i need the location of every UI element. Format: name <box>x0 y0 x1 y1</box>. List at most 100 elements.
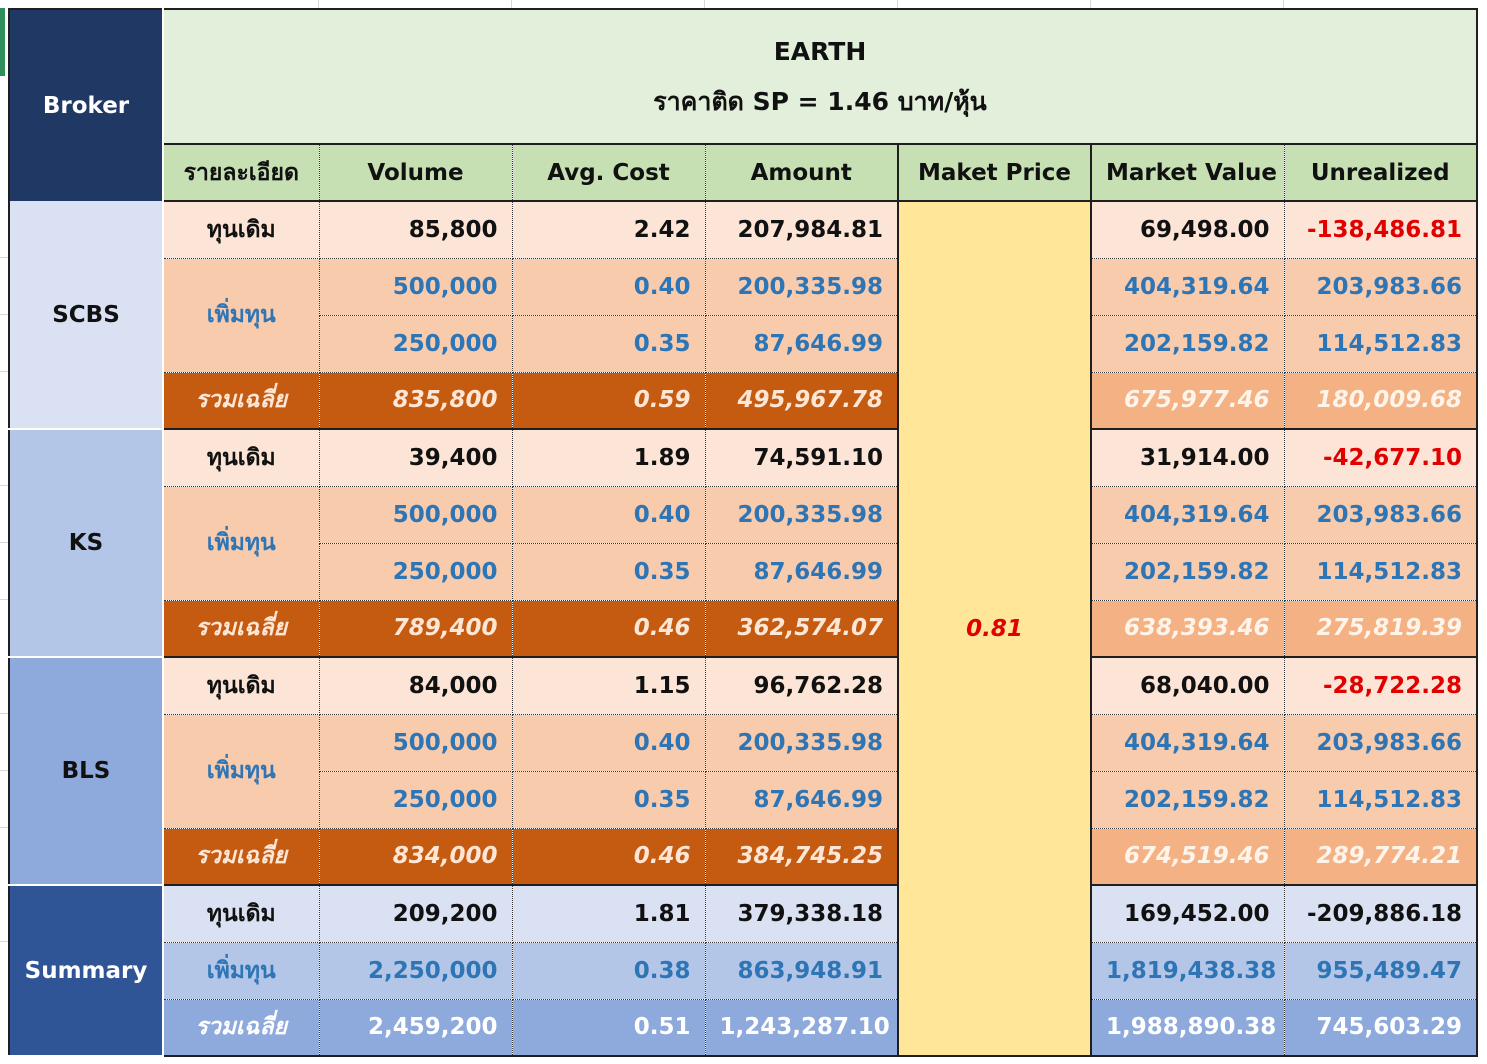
cell-amount[interactable]: 384,745.25 <box>705 828 899 886</box>
broker-header-cell[interactable]: Broker <box>9 9 164 201</box>
cell-volume[interactable]: 500,000 <box>319 486 513 544</box>
cell-avg-cost[interactable]: 0.59 <box>512 372 706 430</box>
cell-volume[interactable]: 834,000 <box>319 828 513 886</box>
cell-unrealized[interactable]: 289,774.21 <box>1284 828 1478 886</box>
cell-market-value[interactable]: 1,819,438.38 <box>1091 942 1285 1000</box>
cell-unrealized[interactable]: 955,489.47 <box>1284 942 1478 1000</box>
cell-volume[interactable]: 250,000 <box>319 771 513 829</box>
row-label-average[interactable]: รวมเฉลี่ย <box>163 372 320 430</box>
broker-name-scbs[interactable]: SCBS <box>9 201 164 430</box>
cell-volume[interactable]: 250,000 <box>319 315 513 373</box>
cell-unrealized[interactable]: -28,722.28 <box>1284 657 1478 715</box>
cell-amount[interactable]: 207,984.81 <box>705 201 899 259</box>
cell-market-value[interactable]: 404,319.64 <box>1091 258 1285 316</box>
cell-market-value[interactable]: 31,914.00 <box>1091 429 1285 487</box>
cell-volume[interactable]: 2,459,200 <box>319 999 513 1056</box>
cell-market-value[interactable]: 69,498.00 <box>1091 201 1285 259</box>
cell-avg-cost[interactable]: 0.46 <box>512 600 706 658</box>
cell-market-value[interactable]: 68,040.00 <box>1091 657 1285 715</box>
cell-volume[interactable]: 500,000 <box>319 258 513 316</box>
cell-volume[interactable]: 835,800 <box>319 372 513 430</box>
title-cell[interactable]: EARTH ราคาติด SP = 1.46 บาท/หุ้น <box>163 9 1477 145</box>
cell-market-value[interactable]: 404,319.64 <box>1091 714 1285 772</box>
cell-unrealized[interactable]: 180,009.68 <box>1284 372 1478 430</box>
cell-unrealized[interactable]: 275,819.39 <box>1284 600 1478 658</box>
row-label-base[interactable]: ทุนเดิม <box>163 201 320 259</box>
col-header-avg-cost[interactable]: Avg. Cost <box>512 144 706 202</box>
cell-avg-cost[interactable]: 0.38 <box>512 942 706 1000</box>
col-header-unrealized[interactable]: Unrealized <box>1284 144 1478 202</box>
cell-market-value[interactable]: 202,159.82 <box>1091 543 1285 601</box>
col-header-market-price[interactable]: Maket Price <box>897 144 1092 202</box>
col-header-detail[interactable]: รายละเอียด <box>163 144 320 202</box>
cell-amount[interactable]: 200,335.98 <box>705 486 899 544</box>
cell-market-value[interactable]: 404,319.64 <box>1091 486 1285 544</box>
row-label-add[interactable]: เพิ่มทุน <box>163 486 320 601</box>
cell-amount[interactable]: 96,762.28 <box>705 657 899 715</box>
cell-market-value[interactable]: 675,977.46 <box>1091 372 1285 430</box>
cell-volume[interactable]: 500,000 <box>319 714 513 772</box>
cell-volume[interactable]: 39,400 <box>319 429 513 487</box>
cell-amount[interactable]: 87,646.99 <box>705 543 899 601</box>
cell-unrealized[interactable]: 203,983.66 <box>1284 258 1478 316</box>
cell-avg-cost[interactable]: 1.15 <box>512 657 706 715</box>
col-header-amount[interactable]: Amount <box>705 144 899 202</box>
cell-avg-cost[interactable]: 0.35 <box>512 315 706 373</box>
cell-volume[interactable]: 250,000 <box>319 543 513 601</box>
cell-unrealized[interactable]: 114,512.83 <box>1284 771 1478 829</box>
cell-avg-cost[interactable]: 2.42 <box>512 201 706 259</box>
cell-volume[interactable]: 209,200 <box>319 885 513 943</box>
row-label-base[interactable]: ทุนเดิม <box>163 885 320 943</box>
cell-unrealized[interactable]: -42,677.10 <box>1284 429 1478 487</box>
cell-unrealized[interactable]: -138,486.81 <box>1284 201 1478 259</box>
cell-amount[interactable]: 1,243,287.10 <box>705 999 899 1056</box>
cell-avg-cost[interactable]: 0.35 <box>512 543 706 601</box>
broker-name-bls[interactable]: BLS <box>9 657 164 886</box>
row-label-average[interactable]: รวมเฉลี่ย <box>163 600 320 658</box>
col-header-market-value[interactable]: Market Value <box>1091 144 1285 202</box>
cell-amount[interactable]: 379,338.18 <box>705 885 899 943</box>
row-label-add[interactable]: เพิ่มทุน <box>163 942 320 1000</box>
cell-market-value[interactable]: 202,159.82 <box>1091 315 1285 373</box>
cell-avg-cost[interactable]: 0.40 <box>512 486 706 544</box>
cell-unrealized[interactable]: 203,983.66 <box>1284 486 1478 544</box>
cell-unrealized[interactable]: -209,886.18 <box>1284 885 1478 943</box>
row-label-base[interactable]: ทุนเดิม <box>163 657 320 715</box>
row-label-add[interactable]: เพิ่มทุน <box>163 258 320 373</box>
cell-avg-cost[interactable]: 0.51 <box>512 999 706 1056</box>
cell-amount[interactable]: 200,335.98 <box>705 714 899 772</box>
broker-name-ks[interactable]: KS <box>9 429 164 658</box>
cell-avg-cost[interactable]: 1.89 <box>512 429 706 487</box>
cell-amount[interactable]: 87,646.99 <box>705 771 899 829</box>
cell-volume[interactable]: 2,250,000 <box>319 942 513 1000</box>
cell-avg-cost[interactable]: 0.35 <box>512 771 706 829</box>
col-header-volume[interactable]: Volume <box>319 144 513 202</box>
cell-avg-cost[interactable]: 0.40 <box>512 258 706 316</box>
market-price-cell[interactable]: 0.81 <box>897 201 1092 1056</box>
cell-market-value[interactable]: 169,452.00 <box>1091 885 1285 943</box>
cell-unrealized[interactable]: 114,512.83 <box>1284 315 1478 373</box>
row-label-add[interactable]: เพิ่มทุน <box>163 714 320 829</box>
row-label-average[interactable]: รวมเฉลี่ย <box>163 999 320 1056</box>
cell-amount[interactable]: 87,646.99 <box>705 315 899 373</box>
cell-avg-cost[interactable]: 1.81 <box>512 885 706 943</box>
cell-market-value[interactable]: 674,519.46 <box>1091 828 1285 886</box>
cell-unrealized[interactable]: 745,603.29 <box>1284 999 1478 1056</box>
cell-avg-cost[interactable]: 0.40 <box>512 714 706 772</box>
cell-volume[interactable]: 84,000 <box>319 657 513 715</box>
cell-amount[interactable]: 362,574.07 <box>705 600 899 658</box>
cell-volume[interactable]: 85,800 <box>319 201 513 259</box>
cell-market-value[interactable]: 638,393.46 <box>1091 600 1285 658</box>
cell-market-value[interactable]: 202,159.82 <box>1091 771 1285 829</box>
cell-amount[interactable]: 200,335.98 <box>705 258 899 316</box>
cell-market-value[interactable]: 1,988,890.38 <box>1091 999 1285 1056</box>
row-label-base[interactable]: ทุนเดิม <box>163 429 320 487</box>
row-label-average[interactable]: รวมเฉลี่ย <box>163 828 320 886</box>
cell-amount[interactable]: 495,967.78 <box>705 372 899 430</box>
cell-unrealized[interactable]: 114,512.83 <box>1284 543 1478 601</box>
cell-volume[interactable]: 789,400 <box>319 600 513 658</box>
cell-unrealized[interactable]: 203,983.66 <box>1284 714 1478 772</box>
summary-name[interactable]: Summary <box>9 885 164 1057</box>
cell-avg-cost[interactable]: 0.46 <box>512 828 706 886</box>
cell-amount[interactable]: 74,591.10 <box>705 429 899 487</box>
